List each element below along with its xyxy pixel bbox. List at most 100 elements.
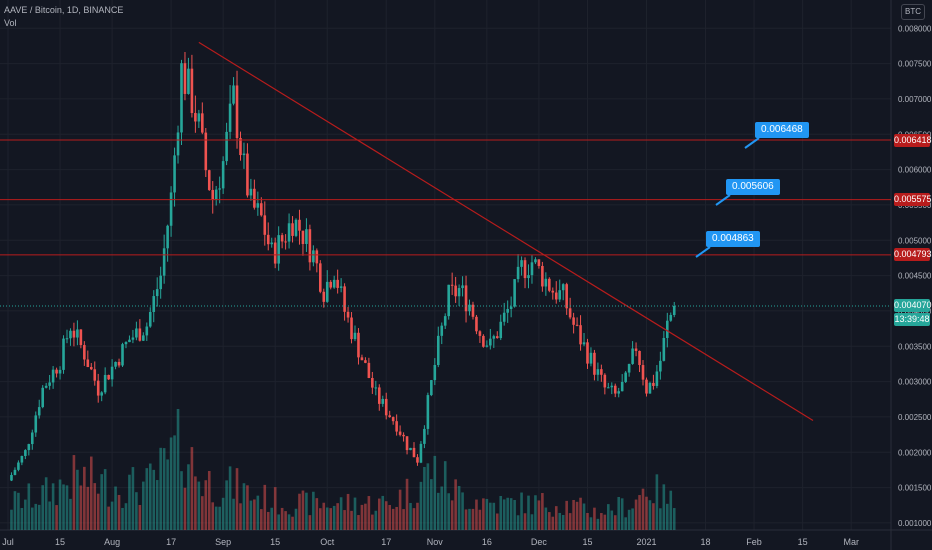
- price-callout[interactable]: 0.005606: [726, 179, 780, 195]
- candle-body: [162, 248, 166, 276]
- candle-body: [228, 103, 232, 132]
- candle-body: [232, 85, 235, 104]
- volume-bar: [554, 506, 558, 530]
- candle-body: [214, 189, 218, 200]
- candle-body: [662, 337, 666, 361]
- volume-bar: [436, 492, 440, 530]
- volume-bar: [586, 512, 589, 530]
- candle-body: [291, 223, 294, 236]
- candle-body: [135, 328, 138, 338]
- x-tick-label: 15: [55, 537, 65, 547]
- volume-bar: [145, 468, 149, 530]
- volume-bar: [83, 466, 86, 530]
- volume-bar: [190, 447, 194, 530]
- candle-body: [17, 462, 20, 470]
- candle-body: [27, 444, 31, 451]
- volume-bar: [398, 489, 402, 530]
- descending-trendline[interactable]: [198, 41, 814, 421]
- candle-body: [246, 153, 249, 196]
- volume-bar: [367, 496, 371, 530]
- volume-bar: [489, 502, 492, 530]
- candle-body: [655, 371, 659, 386]
- candle-body: [409, 447, 412, 451]
- candle-body: [173, 155, 176, 193]
- volume-bar: [329, 508, 333, 530]
- volume-bar: [610, 510, 614, 530]
- volume-bar: [572, 499, 575, 530]
- volume-bar: [638, 495, 641, 530]
- volume-bar: [128, 474, 131, 530]
- volume-bar: [600, 513, 603, 530]
- candle-body: [353, 332, 357, 340]
- candle-body: [155, 289, 159, 297]
- volume-bar: [475, 499, 478, 530]
- volume-indicator-label[interactable]: Vol: [4, 18, 17, 28]
- volume-bar: [464, 509, 468, 530]
- candle-body: [197, 113, 201, 122]
- volume-bar: [44, 477, 48, 530]
- candle-body: [582, 342, 586, 345]
- candle-body: [305, 229, 308, 244]
- volume-bar: [478, 509, 482, 530]
- volume-bar: [266, 511, 270, 530]
- x-tick-label: 17: [166, 537, 176, 547]
- volume-bar: [58, 479, 62, 530]
- volume-bar: [468, 508, 471, 530]
- candle-body: [530, 262, 534, 276]
- volume-bar: [17, 492, 20, 530]
- volume-bar: [624, 517, 627, 530]
- volume-bar: [652, 503, 655, 530]
- candle-body: [51, 369, 55, 383]
- candle-body: [450, 284, 454, 286]
- volume-bar: [388, 504, 391, 530]
- candle-body: [443, 316, 447, 326]
- volume-bar: [194, 476, 197, 530]
- price-callout[interactable]: 0.006468: [755, 122, 809, 138]
- volume-bar: [603, 514, 607, 530]
- volume-bar: [169, 437, 173, 530]
- x-tick-label: Mar: [843, 537, 859, 547]
- volume-bar: [228, 466, 232, 530]
- y-tick-label: 0.008000: [898, 24, 932, 33]
- candle-body: [346, 311, 350, 318]
- candle-body: [93, 369, 97, 381]
- candle-body: [381, 398, 385, 404]
- volume-bar: [235, 468, 239, 530]
- callout-pointer: [744, 137, 760, 149]
- candle-body: [284, 241, 287, 243]
- symbol-title[interactable]: AAVE / Bitcoin, 1D, BINANCE: [4, 5, 124, 15]
- candle-body: [329, 281, 333, 288]
- x-tick-label: 15: [582, 537, 592, 547]
- candle-body: [131, 337, 135, 340]
- candle-body: [464, 285, 468, 312]
- volume-bar: [499, 495, 503, 530]
- volume-bar: [221, 497, 225, 530]
- candle-body: [610, 385, 614, 388]
- y-tick-label: 0.007500: [898, 60, 932, 69]
- volume-bar: [232, 498, 235, 530]
- volume-bar: [162, 448, 166, 530]
- candle-body: [280, 235, 284, 242]
- volume-bar: [548, 512, 551, 530]
- currency-button[interactable]: BTC: [901, 4, 925, 20]
- volume-bar: [239, 503, 242, 530]
- candle-body: [607, 387, 610, 389]
- candle-body: [457, 288, 461, 297]
- candle-body: [634, 348, 638, 351]
- candle-body: [159, 275, 162, 290]
- candle-body: [145, 326, 149, 336]
- candle-body: [478, 331, 482, 336]
- price-callout[interactable]: 0.004863: [706, 231, 760, 247]
- candle-body: [308, 229, 312, 263]
- candle-body: [270, 242, 274, 245]
- volume-bar: [589, 517, 593, 530]
- volume-bar: [558, 512, 562, 530]
- volume-bar: [530, 514, 534, 530]
- candle-body: [367, 362, 371, 378]
- candle-body: [187, 68, 190, 94]
- level-price-tag: 0.006418: [894, 133, 932, 147]
- volume-bar: [176, 409, 180, 530]
- volume-bar: [579, 497, 582, 530]
- y-tick-label: 0.003000: [898, 378, 932, 387]
